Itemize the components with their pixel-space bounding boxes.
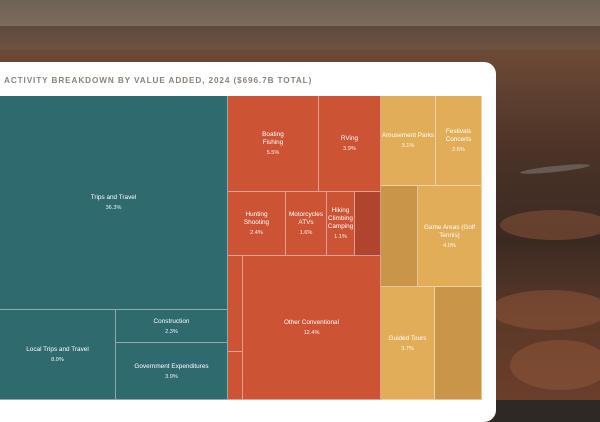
- cell-value: 2.3%: [165, 328, 178, 335]
- cell-value: 3.9%: [165, 373, 178, 380]
- cell-value: 36.3%: [105, 205, 122, 211]
- cell-label: Game Areas (Golf Tennis): [423, 223, 476, 239]
- cell-value: 1.6%: [299, 230, 313, 236]
- cell-label: Other Conventional: [283, 319, 340, 326]
- cell-value: 2.4%: [250, 230, 263, 236]
- treemap-cell-amusement-parks[interactable]: Amusement Parks 3.1%: [381, 96, 436, 186]
- treemap-cell-unlabeled[interactable]: [435, 287, 482, 400]
- cell-label: Government Expenditures: [134, 362, 209, 370]
- cell-label: Festivals Concerts: [445, 128, 472, 143]
- treemap-cell-rving[interactable]: RVing 3.9%: [319, 96, 381, 192]
- rock-layer: [510, 340, 600, 390]
- treemap-cell-hiking-climbing-camping[interactable]: Hiking Climbing Camping 1.1%: [327, 192, 355, 256]
- treemap-cell-motorcycles-atvs[interactable]: Motorcycles ATVs 1.6%: [286, 192, 327, 256]
- cell-value: 4.0%: [443, 242, 456, 249]
- treemap-cell-construction[interactable]: Construction 2.3%: [116, 310, 228, 343]
- cell-value: 12.4%: [303, 330, 320, 336]
- cell-label: Local Trips and Travel: [26, 346, 89, 353]
- chart-title: ACTIVITY BREAKDOWN BY VALUE ADDED, 2024 …: [4, 76, 313, 85]
- treemap-cell-hunting-shooting[interactable]: Hunting Shooting 2.4%: [228, 192, 286, 256]
- cell-label: Hiking Climbing Camping: [327, 207, 354, 230]
- cell-label: Amusement Parks: [381, 132, 435, 139]
- treemap-cell-boating-fishing[interactable]: Boating Fishing 5.5%: [228, 96, 319, 192]
- cell-value: 3.7%: [401, 345, 414, 352]
- treemap-cell-unlabeled[interactable]: [381, 186, 418, 287]
- treemap-cell-festivals-concerts[interactable]: Festivals Concerts 2.6%: [436, 96, 482, 186]
- cell-label: Construction: [153, 317, 190, 325]
- treemap-cell-unlabeled[interactable]: [228, 352, 243, 400]
- treemap-cell-local-trips[interactable]: Local Trips and Travel 8.9%: [0, 310, 116, 400]
- treemap-cell-game-areas[interactable]: Game Areas (Golf Tennis) 4.0%: [418, 186, 482, 287]
- cell-value: 5.5%: [266, 150, 280, 156]
- rock-layer: [490, 290, 600, 330]
- cell-label: Boating Fishing: [262, 131, 284, 146]
- cell-label: RVing: [340, 135, 359, 142]
- cell-label: Trips and Travel: [90, 194, 137, 201]
- cell-value: 2.6%: [452, 147, 465, 153]
- cell-value: 8.9%: [51, 357, 64, 363]
- treemap-cell-other-conventional[interactable]: Other Conventional 12.4%: [243, 256, 381, 400]
- treemap-cell-trips-and-travel[interactable]: Trips and Travel 36.3%: [0, 96, 228, 310]
- cell-value: 1.1%: [334, 234, 347, 240]
- treemap-cell-unlabeled[interactable]: [228, 256, 243, 352]
- treemap-cell-guided-tours[interactable]: Guided Tours 3.7%: [381, 287, 435, 400]
- cell-value: 3.9%: [343, 146, 356, 152]
- cell-label: Hunting Shooting: [243, 211, 270, 226]
- cell-value: 3.1%: [401, 143, 415, 149]
- cell-label: Motorcycles ATVs: [288, 211, 324, 226]
- cell-label: Guided Tours: [388, 334, 427, 342]
- treemap-cell-unlabeled[interactable]: [355, 192, 381, 256]
- treemap-cell-government-expenditures[interactable]: Government Expenditures 3.9%: [116, 343, 228, 400]
- rock-layer: [500, 210, 600, 240]
